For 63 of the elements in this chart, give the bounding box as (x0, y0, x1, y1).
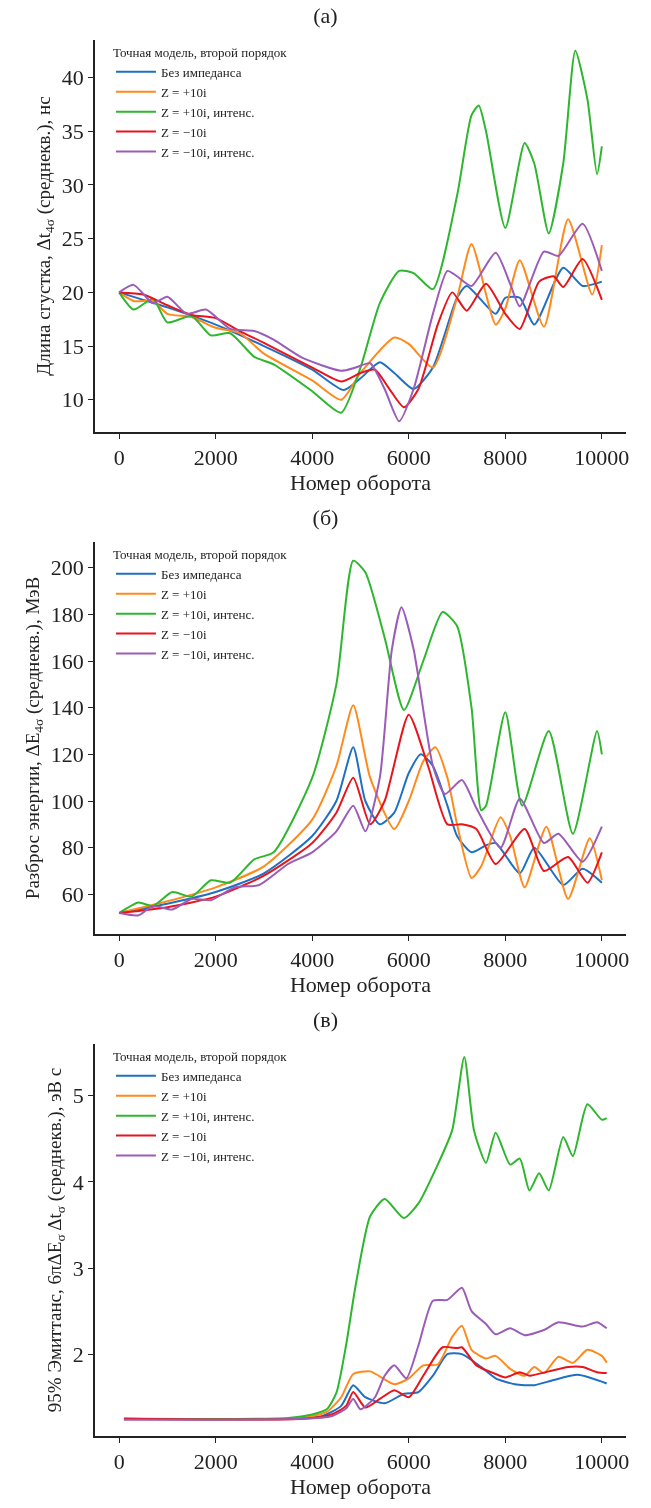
y-tick-label: 80 (61, 835, 84, 861)
line-series (118, 258, 603, 409)
legend-label: Z = −10i, интенс. (160, 646, 255, 662)
x-tick-label: 8000 (483, 947, 528, 973)
x-tick-label: 10000 (574, 445, 630, 471)
y-tick-label: 15 (61, 333, 84, 359)
legend-title: Точная модель, второй порядок (112, 546, 288, 562)
legend-label: Без импеданса (160, 64, 242, 80)
x-tick-label: 10000 (574, 947, 630, 973)
legend-label: Z = +10i (160, 1088, 208, 1104)
x-tick-label: 2000 (193, 1449, 238, 1475)
x-tick-label: 2000 (193, 445, 238, 471)
x-tick-label: 8000 (483, 1449, 528, 1475)
y-tick-label: 160 (50, 648, 84, 674)
line-series (122, 1286, 608, 1421)
chart-title: (в) (312, 1006, 339, 1032)
x-tick-label: 0 (113, 947, 125, 973)
legend-label: Z = +10i (160, 84, 208, 100)
legend-title: Точная модель, второй порядок (112, 44, 288, 60)
x-tick-label: 4000 (290, 947, 335, 973)
chart-title: (а) (313, 2, 338, 28)
x-axis-title: Номер оборота (289, 972, 432, 998)
x-tick-label: 10000 (574, 1449, 630, 1475)
x-axis-title: Номер оборота (289, 470, 432, 496)
y-tick-label: 25 (61, 226, 84, 252)
y-tick-label: 200 (50, 555, 84, 581)
chart-title: (б) (312, 504, 339, 530)
x-tick-label: 0 (113, 445, 125, 471)
y-tick-label: 180 (50, 602, 84, 628)
legend-label: Z = −10i (160, 626, 208, 642)
legend-label: Z = −10i (160, 124, 208, 140)
y-tick-label: 60 (61, 882, 84, 908)
y-tick-label: 30 (61, 172, 84, 198)
legend-label: Z = +10i, интенс. (160, 606, 255, 622)
x-tick-label: 6000 (386, 947, 431, 973)
x-tick-label: 4000 (290, 445, 335, 471)
y-tick-label: 5 (72, 1083, 84, 1109)
legend-label: Z = +10i (160, 586, 208, 602)
y-tick-label: 4 (72, 1169, 84, 1195)
y-tick-label: 20 (61, 280, 84, 306)
legend-label: Z = −10i, интенс. (160, 144, 255, 160)
y-tick-label: 140 (50, 695, 84, 721)
y-tick-label: 10 (61, 387, 84, 413)
x-axis-title: Номер оборота (289, 1474, 432, 1500)
x-tick-label: 8000 (483, 445, 528, 471)
x-tick-label: 6000 (386, 445, 431, 471)
y-tick-label: 100 (50, 788, 84, 814)
x-tick-label: 4000 (290, 1449, 335, 1475)
y-tick-label: 40 (61, 65, 84, 91)
y-tick-label: 35 (61, 118, 84, 144)
legend-label: Z = +10i, интенс. (160, 1108, 255, 1124)
legend-label: Z = −10i, интенс. (160, 1148, 255, 1164)
x-tick-label: 0 (113, 1449, 125, 1475)
x-tick-label: 2000 (193, 947, 238, 973)
y-tick-label: 2 (72, 1341, 84, 1367)
x-tick-label: 6000 (386, 1449, 431, 1475)
legend-label: Без импеданса (160, 566, 242, 582)
y-tick-label: 3 (72, 1255, 84, 1281)
y-tick-label: 120 (50, 742, 84, 768)
legend-label: Z = −10i (160, 1128, 208, 1144)
legend-label: Z = +10i, интенс. (160, 104, 255, 120)
legend-title: Точная модель, второй порядок (112, 1048, 288, 1064)
legend-label: Без импеданса (160, 1068, 242, 1084)
